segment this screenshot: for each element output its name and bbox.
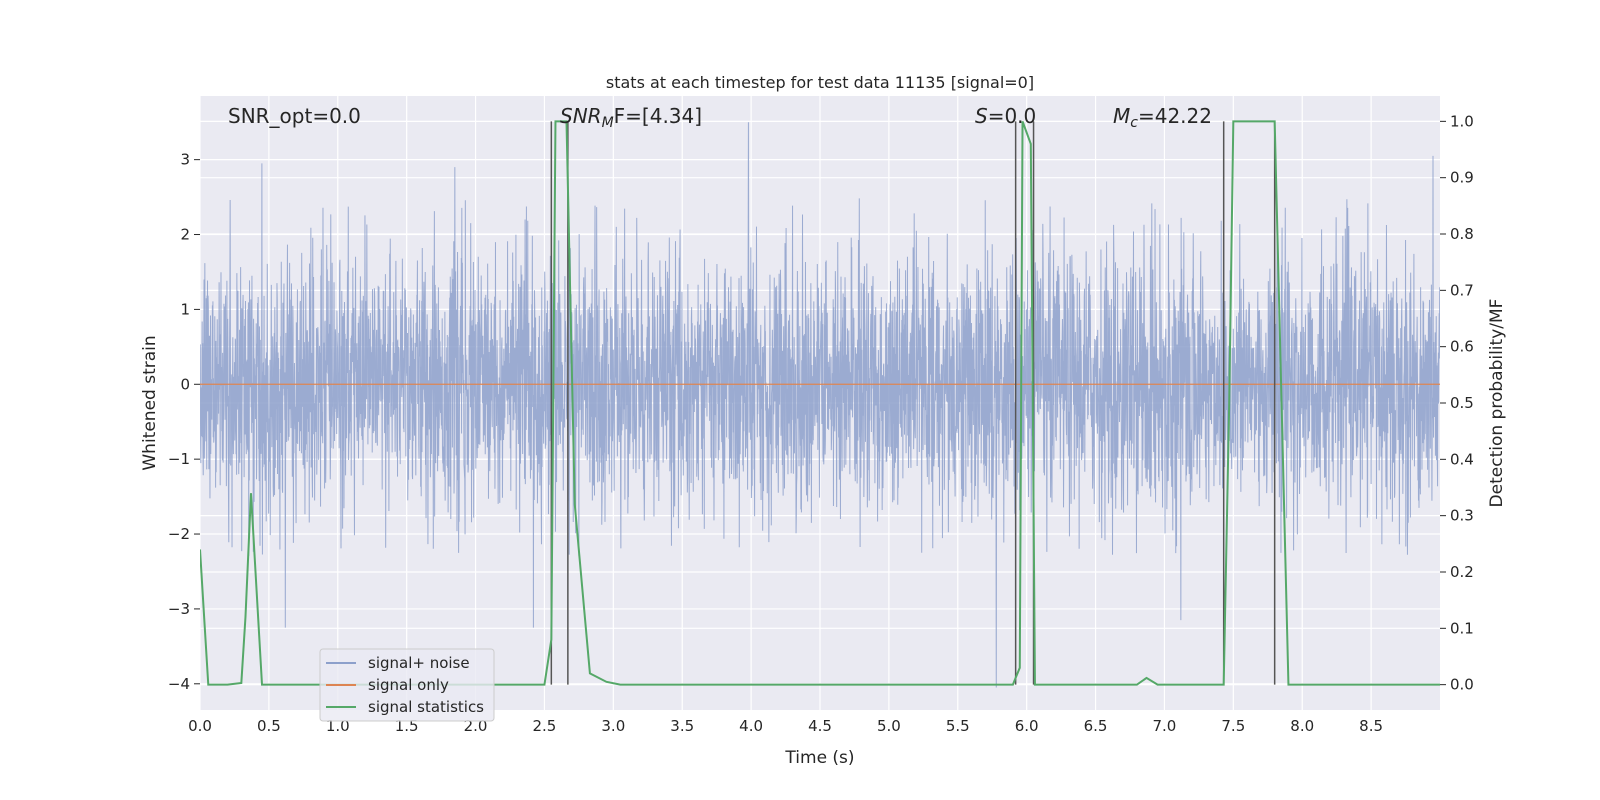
y-tick-label: −4 <box>168 675 190 693</box>
annotation-mc-rest: =42.22 <box>1138 104 1212 128</box>
x-tick-label: 5.5 <box>946 717 970 735</box>
y2-axis-label: Detection probability/MF <box>1487 299 1507 508</box>
series-signal-plus-noise <box>200 122 1440 688</box>
x-tick-label: 8.0 <box>1290 717 1314 735</box>
x-tick-label: 6.5 <box>1084 717 1108 735</box>
x-tick-label: 0.0 <box>188 717 212 735</box>
y-axis-ticks: 3 2 1 0 −1 −2 −3 −4 <box>168 151 200 693</box>
annotation-snr-opt: SNR_opt=0.0 <box>228 104 361 128</box>
annotation-snr-mf: SNRMF=[4.34] <box>560 104 702 131</box>
legend-label-signal-statistics: signal statistics <box>368 698 484 716</box>
y2-axis-ticks: 1.0 0.9 0.8 0.7 0.6 0.5 0.4 0.3 0.2 0.1 0.0 <box>1440 112 1474 694</box>
annotation-mc-main: M <box>1113 104 1130 128</box>
x-tick-label: 6.0 <box>1015 717 1039 735</box>
y-tick-label: 2 <box>180 226 190 244</box>
y2-tick-label: 0.0 <box>1450 676 1474 694</box>
annotation-s-rest: =0.0 <box>988 104 1037 128</box>
x-tick-label: 4.0 <box>739 717 763 735</box>
x-tick-label: 4.5 <box>808 717 832 735</box>
y2-tick-label: 1.0 <box>1450 112 1474 130</box>
x-tick-label: 0.5 <box>257 717 281 735</box>
annotation-s-main: S <box>975 104 988 128</box>
y2-tick-label: 0.1 <box>1450 619 1474 637</box>
y2-tick-label: 0.8 <box>1450 225 1474 243</box>
x-tick-label: 3.5 <box>670 717 694 735</box>
x-tick-label: 2.5 <box>533 717 557 735</box>
y-tick-label: −3 <box>168 600 190 618</box>
series-signal-statistics <box>200 120 1440 686</box>
y-tick-label: −1 <box>168 450 190 468</box>
legend-label-signal-only: signal only <box>368 676 449 694</box>
chart-title: stats at each timestep for test data 111… <box>606 73 1034 92</box>
annotation-s: S=0.0 <box>975 104 1036 128</box>
legend-label-signal-plus-noise: signal+ noise <box>368 654 470 672</box>
x-axis-label: Time (s) <box>784 748 854 768</box>
y-axis-label: Whitened strain <box>140 335 160 470</box>
y-tick-label: 3 <box>180 151 190 169</box>
legend-box <box>319 648 495 722</box>
y-tick-label: −2 <box>168 525 190 543</box>
x-tick-label: 7.0 <box>1153 717 1177 735</box>
y2-tick-label: 0.7 <box>1450 281 1474 299</box>
y2-tick-label: 0.5 <box>1450 394 1474 412</box>
x-tick-label: 8.5 <box>1359 717 1383 735</box>
legend: signal+ noise signal only signal statist… <box>319 648 495 722</box>
y-tick-label: 1 <box>180 300 190 318</box>
x-tick-label: 7.5 <box>1221 717 1245 735</box>
y2-tick-label: 0.3 <box>1450 507 1474 525</box>
annotation-snr-mf-main: SNR <box>560 104 602 128</box>
annotation-snr-mf-sub: M <box>602 115 614 131</box>
y2-tick-label: 0.6 <box>1450 338 1474 356</box>
annotation-mc-sub: c <box>1130 115 1138 131</box>
x-tick-label: 5.0 <box>877 717 901 735</box>
x-tick-label: 3.0 <box>601 717 625 735</box>
y-tick-label: 0 <box>180 375 190 393</box>
y2-tick-label: 0.4 <box>1450 450 1474 468</box>
y2-tick-label: 0.2 <box>1450 563 1474 581</box>
annotation-mc: Mc=42.22 <box>1113 104 1212 131</box>
annotation-snr-mf-rest: F=[4.34] <box>614 104 702 128</box>
y2-tick-label: 0.9 <box>1450 169 1474 187</box>
